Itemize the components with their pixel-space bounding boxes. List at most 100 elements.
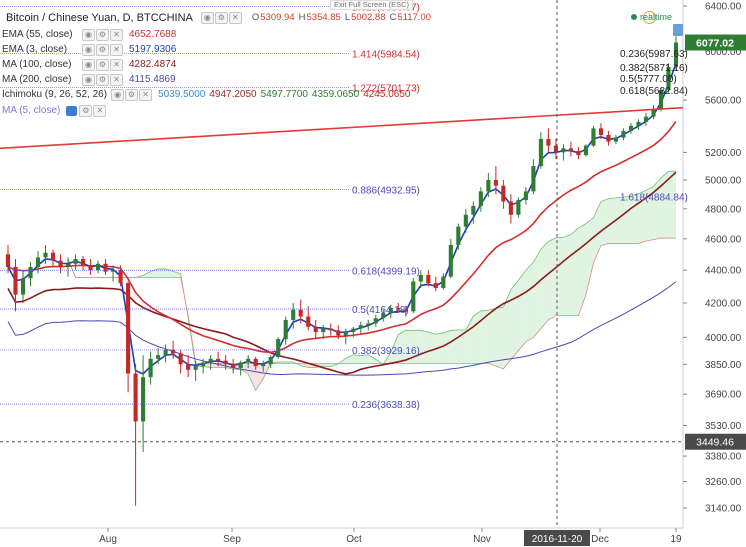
indicator-label: MA (100, close) bbox=[2, 59, 72, 70]
indicator-ma5[interactable]: MA (5, close) ⚙ ✕ bbox=[0, 103, 112, 118]
y-tick-label: 4000.00 bbox=[705, 333, 742, 344]
candle-body bbox=[186, 364, 191, 370]
indicator-buttons: ◉ ⚙ ✕ bbox=[82, 58, 123, 71]
candle-body bbox=[493, 180, 498, 186]
eye-icon[interactable] bbox=[66, 105, 78, 116]
candle-body bbox=[636, 121, 641, 126]
x-tick-label: Dec bbox=[591, 534, 609, 545]
symbol-title: Bitcoin / Chinese Yuan, D, BTCCHINA bbox=[6, 11, 193, 24]
hide-icon[interactable]: ◉ bbox=[82, 73, 95, 86]
title-buttons: ◉ ⚙ ✕ bbox=[200, 11, 242, 24]
ichimoku-cloud-segment bbox=[443, 330, 451, 364]
ichimoku-cloud-segment bbox=[638, 190, 646, 244]
candle-body bbox=[328, 328, 333, 331]
ichimoku-cloud-segment bbox=[173, 271, 181, 278]
fib-level-label: 0.382(5871.16) bbox=[620, 63, 688, 74]
close-icon[interactable]: ✕ bbox=[228, 11, 242, 24]
candle-body bbox=[516, 200, 521, 215]
indicator-ema55[interactable]: EMA (55, close) ◉ ⚙ ✕ 4652.7688 bbox=[0, 27, 182, 42]
candle-body bbox=[5, 254, 11, 267]
settings-icon[interactable]: ⚙ bbox=[96, 58, 109, 71]
ichimoku-cloud-segment bbox=[578, 223, 586, 316]
ichimoku-cloud-segment bbox=[518, 270, 526, 351]
info-icon[interactable]: ! bbox=[643, 11, 656, 24]
indicator-label: MA (5, close) bbox=[2, 105, 61, 116]
candle-body bbox=[201, 362, 206, 367]
close-icon[interactable]: ✕ bbox=[110, 43, 123, 56]
candle-body bbox=[373, 318, 378, 324]
candle-body bbox=[583, 145, 588, 156]
candle-body bbox=[403, 309, 408, 312]
candle-body bbox=[43, 252, 48, 258]
settings-icon[interactable]: ⚙ bbox=[79, 104, 93, 117]
candle-body bbox=[381, 313, 386, 319]
close-icon[interactable]: ✕ bbox=[93, 104, 107, 117]
candle-body bbox=[538, 138, 543, 167]
candle-body bbox=[253, 358, 258, 367]
candle-body bbox=[613, 137, 619, 142]
ichimoku-cloud-segment bbox=[368, 354, 376, 364]
close-icon[interactable]: ✕ bbox=[110, 28, 123, 41]
settings-icon[interactable]: ⚙ bbox=[125, 88, 139, 101]
indicator-ema3[interactable]: EMA (3, close) ◉ ⚙ ✕ 5197.9306 bbox=[0, 42, 182, 57]
y-tick-label: 4400.00 bbox=[705, 266, 742, 277]
hide-icon[interactable]: ◉ bbox=[82, 43, 95, 56]
exit-fullscreen-button[interactable]: Exit Full Screen (ESC) bbox=[330, 0, 414, 10]
ichimoku-cloud-segment bbox=[660, 171, 669, 239]
candle-body bbox=[486, 180, 491, 192]
candle-body bbox=[223, 360, 228, 365]
indicator-ichimoku[interactable]: Ichimoku (9, 26, 52, 26) ◉ ⚙ ✕ 5039.5000 4… bbox=[0, 87, 414, 102]
indicator-value: 4652.7688 bbox=[129, 29, 177, 40]
ichimoku-cloud-segment bbox=[473, 310, 481, 364]
settings-icon[interactable]: ⚙ bbox=[96, 28, 109, 41]
candle-body bbox=[283, 319, 288, 340]
scroll-to-realtime-icon[interactable] bbox=[673, 24, 683, 36]
indicator-buttons: ◉ ⚙ ✕ bbox=[111, 88, 153, 101]
hide-icon[interactable]: ◉ bbox=[200, 11, 214, 24]
close-icon[interactable]: ✕ bbox=[110, 73, 123, 86]
candle-body bbox=[366, 323, 371, 326]
ichimoku-cloud-segment bbox=[533, 249, 541, 338]
candle-body bbox=[396, 308, 401, 310]
x-tick-label: Sep bbox=[223, 534, 241, 545]
indicator-value: 4282.4874 bbox=[129, 59, 177, 70]
close-icon[interactable]: ✕ bbox=[139, 88, 153, 101]
candle-body bbox=[501, 185, 506, 202]
y-tick-label: 5600.00 bbox=[705, 96, 742, 107]
ichimoku-cloud-segment bbox=[555, 237, 564, 316]
candle-body bbox=[531, 166, 536, 192]
hide-icon[interactable]: ◉ bbox=[111, 88, 125, 101]
close-icon[interactable]: ✕ bbox=[110, 58, 123, 71]
settings-icon[interactable]: ⚙ bbox=[96, 73, 109, 86]
candle-body bbox=[306, 316, 311, 327]
y-tick-label: 3530.00 bbox=[705, 421, 742, 432]
indicator-value: 4115.4869 bbox=[129, 74, 176, 85]
fib-level-label: 0.886(4932.95) bbox=[352, 186, 420, 197]
ichimoku-cloud-segment bbox=[143, 271, 151, 278]
crosshair-date-box bbox=[524, 530, 590, 546]
fib-level-label: 1.414(5984.54) bbox=[352, 49, 420, 60]
candle-body bbox=[576, 151, 581, 156]
candle-body bbox=[246, 358, 251, 363]
indicator-ma200[interactable]: MA (200, close) ◉ ⚙ ✕ 4115.4869 bbox=[0, 72, 182, 87]
ichimoku-cloud-segment bbox=[390, 334, 399, 364]
close-label: C bbox=[389, 12, 397, 23]
high-value: 5354.85 bbox=[306, 12, 341, 23]
candle-body bbox=[336, 330, 341, 336]
realtime-indicator: realtime bbox=[630, 12, 672, 22]
indicator-ma100[interactable]: MA (100, close) ◉ ⚙ ✕ 4282.4874 bbox=[0, 57, 182, 72]
ichimoku-cloud-segment bbox=[525, 262, 534, 342]
ichimoku-cloud-segment bbox=[420, 330, 429, 364]
x-tick-label: Oct bbox=[346, 534, 362, 545]
ichimoku-cloud-segment bbox=[600, 198, 609, 246]
fib-level-label: 0.5(4164.18) bbox=[352, 305, 409, 316]
settings-icon[interactable]: ⚙ bbox=[96, 43, 109, 56]
last-price-box bbox=[685, 34, 746, 51]
hide-icon[interactable]: ◉ bbox=[82, 58, 95, 71]
hide-icon[interactable]: ◉ bbox=[82, 28, 95, 41]
ichimoku-cloud-segment bbox=[503, 289, 511, 369]
candle-body bbox=[193, 366, 198, 370]
fib-level-label: 0.5(5777.00) bbox=[620, 74, 677, 85]
settings-icon[interactable]: ⚙ bbox=[214, 11, 228, 24]
